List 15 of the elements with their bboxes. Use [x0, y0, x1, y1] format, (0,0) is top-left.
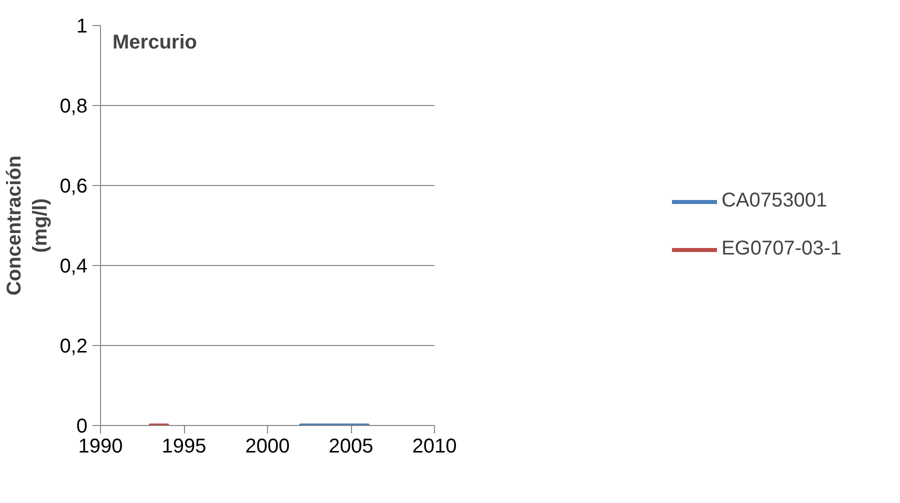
x-tick-label: 1990 — [78, 436, 123, 458]
y-tick-label: 0,6 — [60, 176, 88, 198]
legend-label: EG0707-03-1 — [721, 238, 842, 260]
x-tick-label: 2005 — [328, 436, 374, 458]
y-tick-label: 0,2 — [60, 336, 88, 358]
y-tick-label: 0 — [76, 416, 88, 438]
x-tick-label: 2000 — [245, 436, 290, 458]
y-tick-label: 0,8 — [60, 96, 88, 118]
x-tick-label: 2010 — [412, 436, 457, 458]
y-tick-label: 0,4 — [60, 256, 88, 278]
legend-label: CA0753001 — [721, 190, 828, 212]
x-tick-label: 1995 — [162, 436, 206, 458]
y-tick-label: 1 — [76, 16, 88, 38]
y-axis-title: Concentración (mg/l) — [3, 155, 52, 296]
chart-title: Mercurio — [112, 32, 197, 54]
